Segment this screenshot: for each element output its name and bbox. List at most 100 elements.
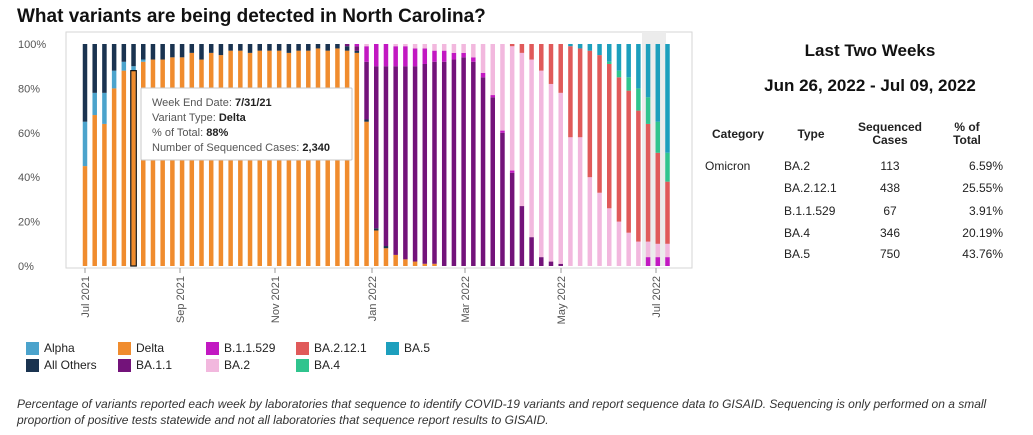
bar-segment xyxy=(422,48,428,64)
bar-segment xyxy=(374,66,379,229)
legend-item-ba2[interactable]: BA.2 xyxy=(206,357,250,373)
bar-segment xyxy=(529,237,534,266)
row-type: BA.5 xyxy=(784,247,811,261)
bar-segment xyxy=(461,52,466,58)
legend-item-delta[interactable]: Delta xyxy=(118,340,164,356)
legend-item-all-others[interactable]: All Others xyxy=(26,357,97,373)
legend-swatch xyxy=(118,341,131,355)
tooltip-box xyxy=(140,87,353,161)
bar-segment xyxy=(441,61,447,267)
bar-segment xyxy=(364,61,369,120)
bar-segment xyxy=(539,257,544,266)
bar-segment xyxy=(82,121,88,167)
x-tick-label: Nov 2021 xyxy=(270,276,282,323)
row-cases: 438 xyxy=(879,181,901,195)
row-type: BA.2.12.1 xyxy=(784,181,837,195)
bar-segment xyxy=(607,63,612,209)
bar-segment xyxy=(500,44,505,131)
bar-segment xyxy=(490,97,495,266)
row-pct: 25.55% xyxy=(962,181,1003,195)
legend-item-ba2121[interactable]: BA.2.12.1 xyxy=(296,340,367,356)
legend-item-b11529[interactable]: B.1.1.529 xyxy=(206,340,275,356)
bar-segment xyxy=(199,44,204,60)
bar-segment xyxy=(577,44,583,49)
bar-segment xyxy=(267,44,272,51)
bar-segment xyxy=(568,137,573,266)
bar-segment xyxy=(111,70,117,89)
bar-segment xyxy=(131,70,136,266)
bar-segment xyxy=(160,59,165,266)
legend-item-alpha[interactable]: Alpha xyxy=(26,340,75,356)
bar-segment xyxy=(403,46,408,67)
bar-segment xyxy=(179,57,185,266)
bar-segment xyxy=(170,57,175,266)
bar-segment xyxy=(354,50,360,53)
legend-swatch xyxy=(296,341,309,355)
bar-segment xyxy=(364,121,369,266)
bar-segment xyxy=(616,77,622,222)
category-omicron: Omicron xyxy=(705,159,751,173)
bar-segment xyxy=(141,61,146,267)
bar-segment xyxy=(519,44,525,53)
bar-segment xyxy=(577,137,583,266)
legend-item-ba5[interactable]: BA.5 xyxy=(386,340,430,356)
legend-label: All Others xyxy=(44,358,97,372)
x-tick-label: Sep 2021 xyxy=(175,276,187,323)
bar-segment xyxy=(636,44,641,89)
bar-segment xyxy=(141,44,146,60)
bar-segment xyxy=(344,46,350,51)
legend-swatch xyxy=(386,341,399,355)
bar-segment xyxy=(432,61,437,264)
bar-segment xyxy=(461,57,466,266)
legend-swatch xyxy=(118,358,131,372)
tooltip-value: 88% xyxy=(206,127,228,139)
bar-segment xyxy=(645,257,651,266)
legend-label: BA.2.12.1 xyxy=(314,341,367,355)
col-header-pct-total-line1: % of xyxy=(954,120,980,134)
bar-segment xyxy=(529,44,534,60)
legend-swatch xyxy=(206,341,219,355)
bar-segment xyxy=(102,44,107,93)
legend-label: BA.5 xyxy=(404,341,431,355)
bar-segment xyxy=(354,52,360,266)
bar-segment xyxy=(587,50,593,178)
bar-segment xyxy=(82,44,88,122)
bar-segment xyxy=(364,44,369,47)
bar-segment xyxy=(374,228,379,231)
bar-segment xyxy=(383,248,389,266)
bar-segment xyxy=(597,192,602,266)
bar-segment xyxy=(383,66,389,247)
bar-segment xyxy=(403,66,408,260)
bar-segment xyxy=(509,170,515,173)
legend-label: BA.1.1 xyxy=(136,358,173,372)
bar-segment xyxy=(558,44,563,93)
bar-segment xyxy=(286,44,292,53)
bar-segment xyxy=(655,152,661,244)
bar-segment xyxy=(412,48,418,67)
bar-segment xyxy=(432,44,437,51)
bar-segment xyxy=(626,77,631,91)
y-tick-label: 80% xyxy=(18,83,40,95)
bar-segment xyxy=(645,123,651,242)
tooltip-label: Week End Date: xyxy=(152,97,235,109)
legend-swatch xyxy=(26,358,39,372)
bar-segment xyxy=(412,66,418,262)
row-cases: 67 xyxy=(883,204,897,218)
bar-segment xyxy=(218,55,224,266)
bar-segment xyxy=(519,206,525,266)
bar-segment xyxy=(247,44,253,53)
bar-segment xyxy=(480,72,486,78)
legend-item-ba4[interactable]: BA.4 xyxy=(296,357,340,373)
bar-segment xyxy=(121,44,127,62)
bar-segment xyxy=(432,50,437,62)
col-header-sequenced-cases: Sequenced Cases xyxy=(850,121,930,147)
bar-segment xyxy=(471,57,476,62)
legend-item-ba11[interactable]: BA.1.1 xyxy=(118,357,172,373)
bar-segment xyxy=(529,59,534,238)
bar-segment xyxy=(315,44,321,49)
bar-segment xyxy=(189,44,195,53)
bar-segment xyxy=(645,44,651,98)
bar-segment xyxy=(568,46,573,138)
bar-segment xyxy=(403,259,408,266)
bar-segment xyxy=(607,61,612,64)
